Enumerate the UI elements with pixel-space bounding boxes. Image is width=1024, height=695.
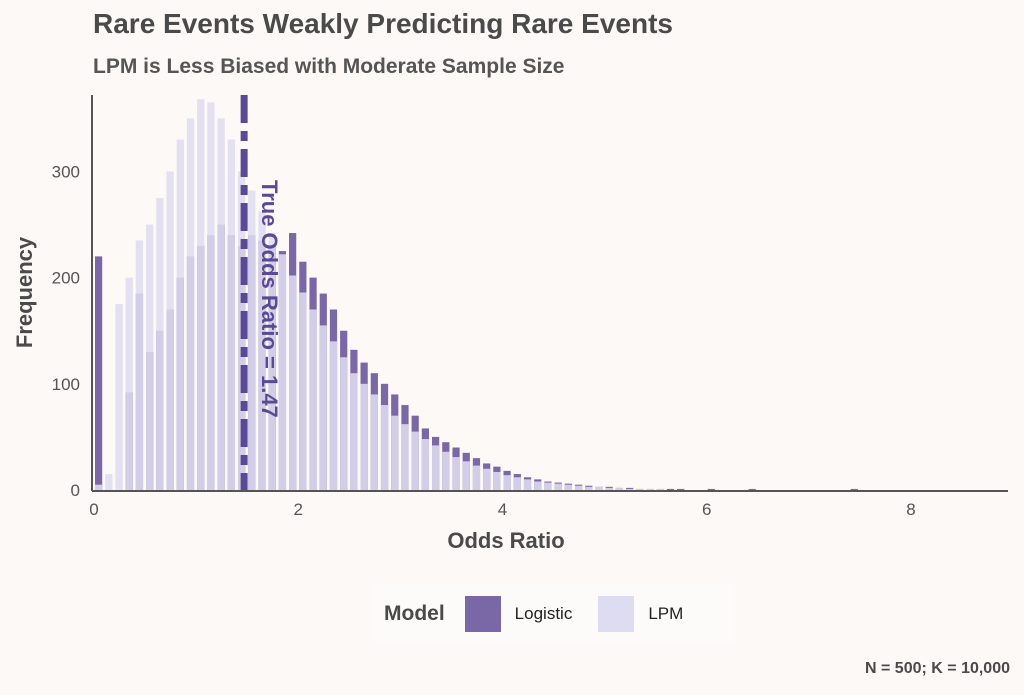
bar-lpm: [626, 488, 634, 490]
chart-subtitle: LPM is Less Biased with Moderate Sample …: [93, 55, 565, 78]
legend-swatch-lpm: [598, 596, 635, 632]
bar-lpm: [278, 254, 287, 490]
x-tick-label: 0: [89, 500, 98, 519]
bar-lpm: [115, 304, 123, 490]
bar-lpm: [646, 488, 654, 490]
bar-lpm: [513, 477, 521, 490]
bar-lpm: [227, 139, 235, 490]
bar-lpm: [472, 465, 481, 490]
legend-swatch-logistic: [464, 596, 501, 632]
bar-lpm: [493, 471, 501, 490]
bar-logistic: [748, 488, 756, 490]
bar-lpm: [462, 461, 470, 490]
bar-logistic: [95, 256, 103, 490]
bar-lpm: [554, 483, 562, 490]
bar-lpm: [523, 479, 532, 490]
bar-lpm: [350, 373, 358, 490]
bar-lpm: [125, 277, 133, 490]
bar-lpm: [595, 486, 603, 490]
bar-lpm: [442, 451, 450, 490]
bar-lpm: [186, 118, 195, 490]
bar-lpm: [217, 118, 225, 490]
bar-lpm: [105, 474, 113, 490]
x-tick-label: 2: [294, 500, 303, 519]
y-axis-label: Frequency: [12, 236, 37, 348]
bar-lpm: [370, 394, 378, 490]
legend-label-lpm: LPM: [648, 604, 684, 623]
bar-lpm: [299, 292, 307, 490]
bar-lpm: [156, 197, 164, 490]
bar-logistic: [707, 488, 715, 490]
bar-lpm: [197, 99, 205, 490]
bar-lpm: [483, 468, 491, 490]
x-tick-label: 6: [702, 500, 711, 519]
bar-lpm: [166, 171, 174, 491]
bar-lpm: [329, 341, 338, 490]
bar-lpm: [391, 415, 399, 490]
bar-lpm: [380, 405, 389, 490]
bar-lpm: [432, 445, 440, 490]
bar-lpm: [636, 488, 644, 490]
bar-logistic: [677, 488, 685, 490]
bar-lpm: [95, 484, 103, 490]
bar-lpm: [585, 486, 593, 490]
y-tick-label: 100: [52, 375, 80, 394]
bar-lpm: [319, 325, 327, 490]
bar-lpm: [146, 224, 154, 490]
bar-lpm: [656, 488, 664, 490]
bar-lpm: [503, 475, 511, 490]
legend-title: Model: [384, 602, 445, 625]
bar-lpm: [258, 211, 266, 490]
bar-lpm: [574, 485, 583, 490]
bar-lpm: [248, 190, 256, 490]
y-tick-label: 0: [71, 481, 80, 500]
bar-lpm: [176, 139, 184, 490]
bar-lpm: [534, 481, 542, 490]
bar-lpm: [268, 233, 276, 490]
x-tick-label: 8: [906, 500, 915, 519]
x-axis-label: Odds Ratio: [447, 528, 564, 553]
caption: N = 500; K = 10,000: [865, 660, 1010, 677]
true-odds-ratio-label: True Odds Ratio = 1.47: [257, 180, 282, 418]
bar-lpm: [421, 439, 430, 490]
legend: Model Logistic LPM: [372, 585, 734, 643]
bar-lpm: [289, 275, 297, 490]
bar-lpm: [452, 457, 460, 490]
chart-title: Rare Events Weakly Predicting Rare Event…: [93, 8, 673, 39]
x-tick-label: 4: [498, 500, 507, 519]
legend-label-logistic: Logistic: [514, 604, 573, 623]
bar-lpm: [360, 383, 368, 490]
bar-lpm: [340, 357, 348, 490]
bar-logistic: [666, 488, 675, 490]
bar-lpm: [207, 102, 215, 490]
bar-lpm: [401, 424, 409, 490]
bar-logistic: [850, 488, 858, 490]
bar-lpm: [615, 487, 624, 490]
bar-lpm: [309, 309, 317, 490]
bar-lpm: [411, 431, 419, 490]
bar-lpm: [564, 484, 572, 490]
y-tick-label: 200: [52, 269, 80, 288]
y-tick-label: 300: [52, 162, 80, 181]
bar-lpm: [135, 240, 144, 490]
bar-lpm: [544, 482, 552, 490]
bar-lpm: [605, 487, 613, 490]
